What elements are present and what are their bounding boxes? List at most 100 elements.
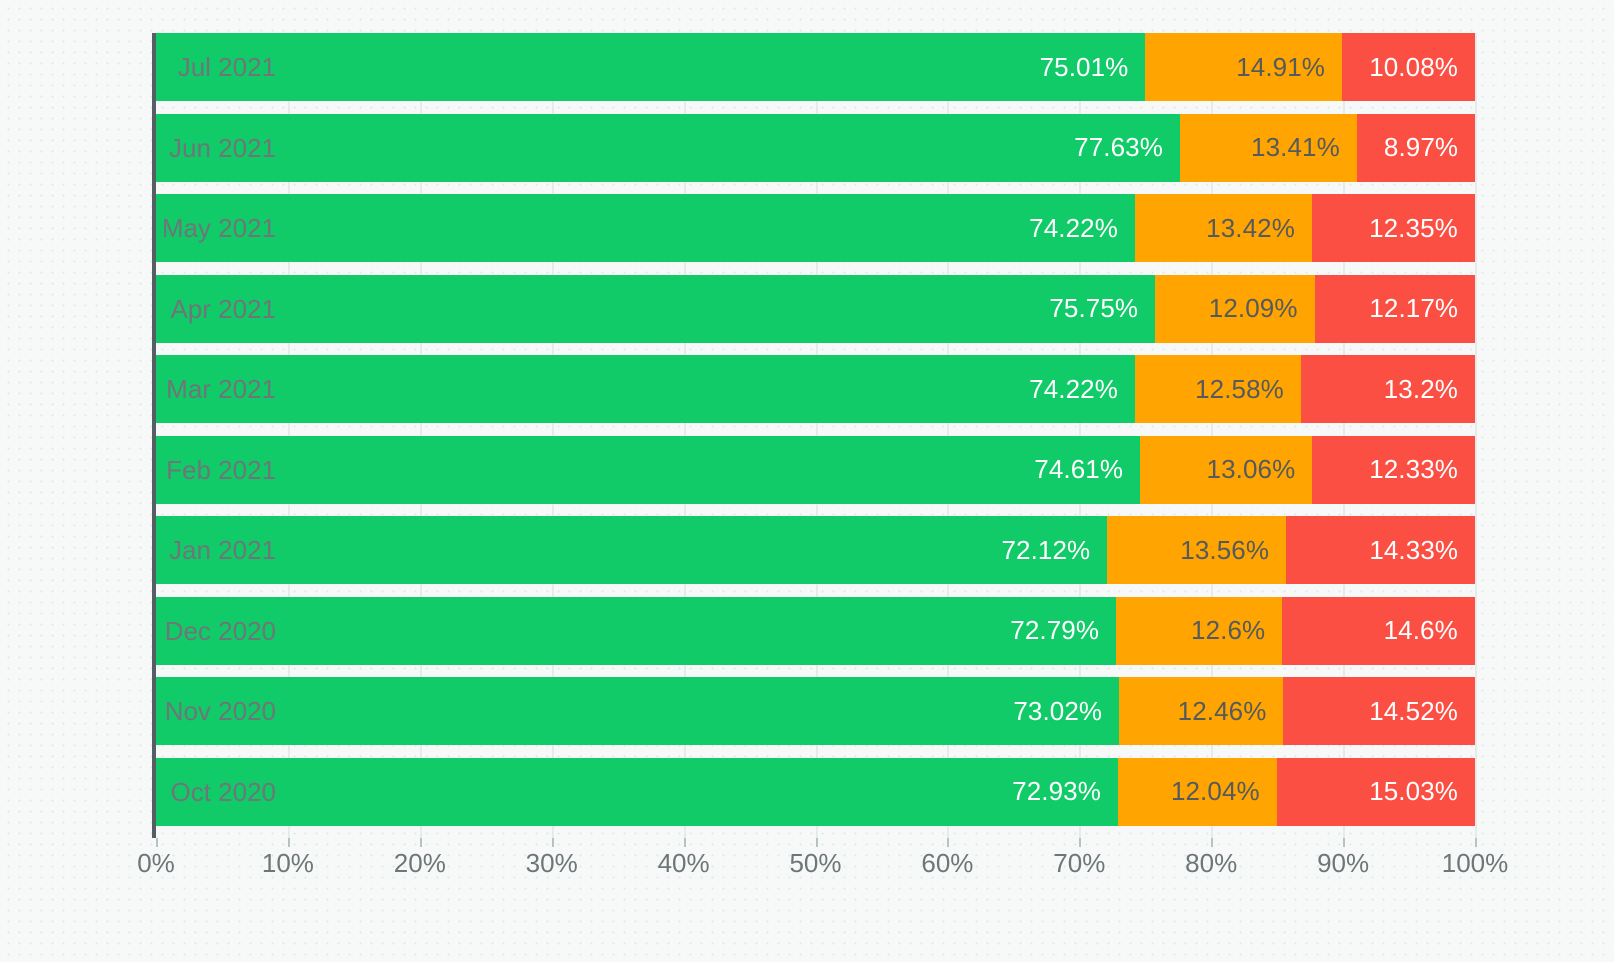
x-axis-tick-label: 10% [261,848,314,878]
bar-row[interactable]: 74.22% 13.42% 12.35% [156,194,1475,262]
bar-segment-series-3[interactable]: 12.35% [1311,194,1475,262]
bar-segment-series-2[interactable]: 13.06% [1140,435,1313,504]
bar-segment-series-3[interactable]: 15.03% [1276,757,1475,826]
bar-segment-value-label: 13.41% [1251,132,1340,162]
bar-segment-value-label: 12.58% [1195,373,1284,404]
x-axis-tick-mark [683,838,686,847]
bar-segment-series-3[interactable]: 12.17% [1314,274,1476,343]
bar-segment-series-2[interactable]: 13.42% [1134,194,1312,262]
bar-segment-value-label: 13.06% [1206,454,1296,484]
x-axis-tick-label: 20% [393,848,446,878]
bar-segment-series-2[interactable]: 12.09% [1155,274,1315,343]
bar-segment-value-label: 12.35% [1369,212,1458,243]
bar-row[interactable]: 72.79% 12.6% 14.6% [156,596,1475,665]
bar-segment-value-label: 10.08% [1369,51,1458,82]
bar-segment-value-label: 74.61% [1034,454,1124,484]
bar-segment-series-2[interactable]: 13.41% [1179,113,1357,182]
bar-segment-value-label: 12.6% [1191,615,1266,645]
bar-segment-series-3[interactable]: 14.6% [1282,596,1475,665]
x-axis-tick-label: 40% [657,848,710,878]
bar-segment-series-2[interactable]: 13.56% [1107,516,1287,584]
x-axis-tick-label: 50% [789,848,842,878]
bar-segment-series-2[interactable]: 14.91% [1145,33,1343,101]
y-axis-tick-label: Apr 2021 [170,293,276,324]
bar-segment-series-1[interactable]: 72.12% [156,516,1108,584]
bar-segment-series-2[interactable]: 12.58% [1134,355,1301,423]
bar-segment-value-label: 14.6% [1383,615,1458,645]
x-axis-tick-mark [1211,838,1214,847]
bar-segment-value-label: 12.46% [1177,695,1267,726]
bar-segment-value-label: 75.75% [1049,293,1139,323]
bar-segment-value-label: 13.42% [1206,212,1295,243]
bar-segment-value-label: 74.22% [1029,373,1118,404]
y-axis-tick-label: May 2021 [161,213,276,243]
x-axis-tick-label: 100% [1441,848,1509,878]
x-axis-tick-label: 30% [525,848,578,878]
bar-segment-series-3[interactable]: 13.2% [1300,355,1475,423]
bar-row[interactable]: 73.02% 12.46% 14.52% [156,677,1475,745]
bar-row[interactable]: 74.22% 12.58% 13.2% [156,355,1475,423]
bar-segment-series-3[interactable]: 8.97% [1356,113,1476,182]
bar-segment-value-label: 14.91% [1236,51,1326,82]
x-axis-labels: 0% 10% 20% 30% 40% 50% 60% 70% 80% 90% 100% [137,848,1508,888]
bar-row[interactable]: 74.61% 13.06% 12.33% [156,435,1475,504]
x-axis-tick-mark [287,838,290,847]
y-axis-tick-label: Feb 2021 [166,454,276,485]
bar-segment-series-1[interactable]: 73.02% [156,677,1120,745]
bar-segment-value-label: 15.03% [1369,776,1458,806]
bar-segment-series-2[interactable]: 12.46% [1119,677,1284,745]
bar-segment-series-3[interactable]: 10.08% [1342,33,1475,101]
bar-segment-value-label: 72.12% [1001,534,1091,565]
x-axis-tick-mark [947,838,950,847]
bar-row[interactable]: 72.12% 13.56% 14.33% [156,516,1476,584]
bar-row[interactable]: 72.93% 12.04% 15.03% [156,757,1475,826]
bar-segment-value-label: 77.63% [1074,132,1163,162]
x-axis-tick-label: 60% [921,848,974,878]
y-axis-tick-label: Jan 2021 [169,535,276,565]
bar-segment-value-label: 12.09% [1208,293,1298,323]
bar-segment-series-1[interactable]: 74.22% [156,355,1135,423]
bar-segment-value-label: 75.01% [1039,51,1129,82]
y-axis-tick-label: Jul 2021 [177,52,276,82]
bar-segment-value-label: 73.02% [1013,695,1103,726]
x-axis-tick-mark [156,838,158,847]
x-axis-tick-label: 90% [1317,848,1370,878]
bar-segment-series-2[interactable]: 12.6% [1116,596,1283,665]
bar-segment-series-1[interactable]: 75.01% [156,33,1146,101]
bar-segment-value-label: 8.97% [1383,132,1459,162]
bar-row[interactable]: 75.75% 12.09% 12.17% [156,274,1476,343]
bar-segment-value-label: 72.93% [1012,776,1101,806]
bar-segment-value-label: 12.33% [1369,454,1458,484]
gridline [1475,33,1477,838]
plot-area: 75.01% 14.91% 10.08% 77.63% 13.41% 8.97% 74.22… [156,33,1477,838]
bar-segment-value-label: 13.2% [1383,373,1458,404]
y-axis-tick-label: Mar 2021 [166,374,276,404]
x-axis-tick-label: 70% [1053,848,1106,878]
bar-segment-series-1[interactable]: 77.63% [156,113,1180,182]
x-axis-tick-mark [1343,838,1346,847]
bar-segment-series-1[interactable]: 72.93% [156,757,1118,826]
bar-segment-value-label: 72.79% [1010,615,1100,645]
bar-segment-series-1[interactable]: 72.79% [156,596,1117,665]
x-axis-tick-mark [419,838,422,847]
x-axis-tick-label: 0% [137,848,175,878]
y-axis-tick-label: Oct 2020 [170,776,276,807]
bar-row[interactable]: 75.01% 14.91% 10.08% [156,33,1475,101]
x-axis-tick-mark [1475,838,1477,847]
bar-segment-value-label: 14.33% [1369,534,1459,565]
x-axis-tick-mark [551,838,554,847]
bar-segment-series-3[interactable]: 14.33% [1286,516,1476,584]
bar-segment-series-1[interactable]: 75.75% [156,274,1156,343]
bar-segment-series-3[interactable]: 12.33% [1312,435,1475,504]
bar-segment-series-1[interactable]: 74.61% [156,435,1141,504]
bar-row[interactable]: 77.63% 13.41% 8.97% [156,113,1476,182]
bar-segment-value-label: 14.52% [1369,695,1458,726]
bar-segment-series-3[interactable]: 14.52% [1283,677,1475,745]
y-axis-tick-label: Jun 2021 [169,132,276,163]
bar-segment-value-label: 74.22% [1029,212,1118,243]
y-axis-tick-label: Dec 2020 [164,615,276,646]
bar-segment-series-1[interactable]: 74.22% [156,194,1135,262]
bar-segment-value-label: 13.56% [1180,534,1270,565]
bar-segment-series-2[interactable]: 12.04% [1117,757,1277,826]
